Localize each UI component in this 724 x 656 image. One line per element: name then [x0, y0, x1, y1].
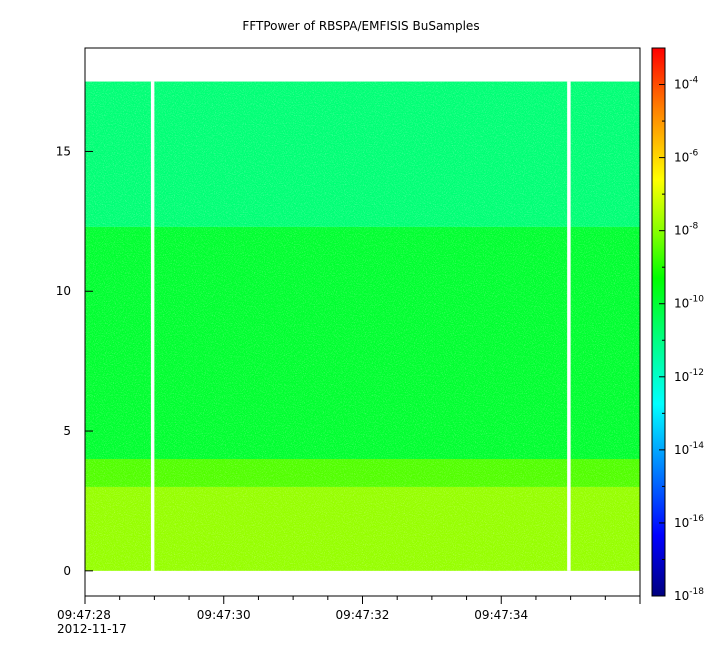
colorbar-tick-label: 10-6	[674, 149, 699, 165]
colorbar-tick-label: 10-16	[674, 514, 704, 530]
colorbar	[651, 47, 666, 597]
colorbar-tick-label: 10-8	[674, 222, 699, 238]
y-tick-label-15: 15	[56, 144, 71, 158]
x-date-label: 2012-11-17	[57, 622, 127, 636]
colorbar-tick-label: 10-4	[674, 76, 699, 92]
plot-area	[85, 81, 640, 571]
y-tick-label-0: 0	[63, 564, 71, 578]
colorbar-axis: 10-4 10-6 10-8 10-10 10-12 10-14 10-16 10-18	[659, 47, 704, 603]
colorbar-tick-label: 10-18	[674, 587, 704, 603]
data-gap-0	[150, 81, 155, 571]
x-tick-label-1: 09:47:30	[197, 608, 251, 622]
y-axis: 0 5 10 15	[56, 144, 93, 578]
colorbar-tick-label: 10-12	[674, 368, 704, 384]
x-axis: 09:47:28 09:47:30 09:47:32 09:47:34	[57, 596, 641, 622]
spectrogram-texture	[85, 81, 640, 571]
chart-title: FFTPower of RBSPA/EMFISIS BuSamples	[242, 19, 479, 33]
x-tick-label-2: 09:47:32	[336, 608, 390, 622]
y-tick-label-5: 5	[63, 424, 71, 438]
y-tick-label-10: 10	[56, 284, 71, 298]
data-gap-1	[567, 81, 571, 571]
colorbar-tick-label: 10-14	[674, 441, 704, 457]
x-tick-label-3: 09:47:34	[474, 608, 528, 622]
colorbar-tick-label: 10-10	[674, 295, 704, 311]
x-tick-label-0: 09:47:28	[57, 608, 111, 622]
